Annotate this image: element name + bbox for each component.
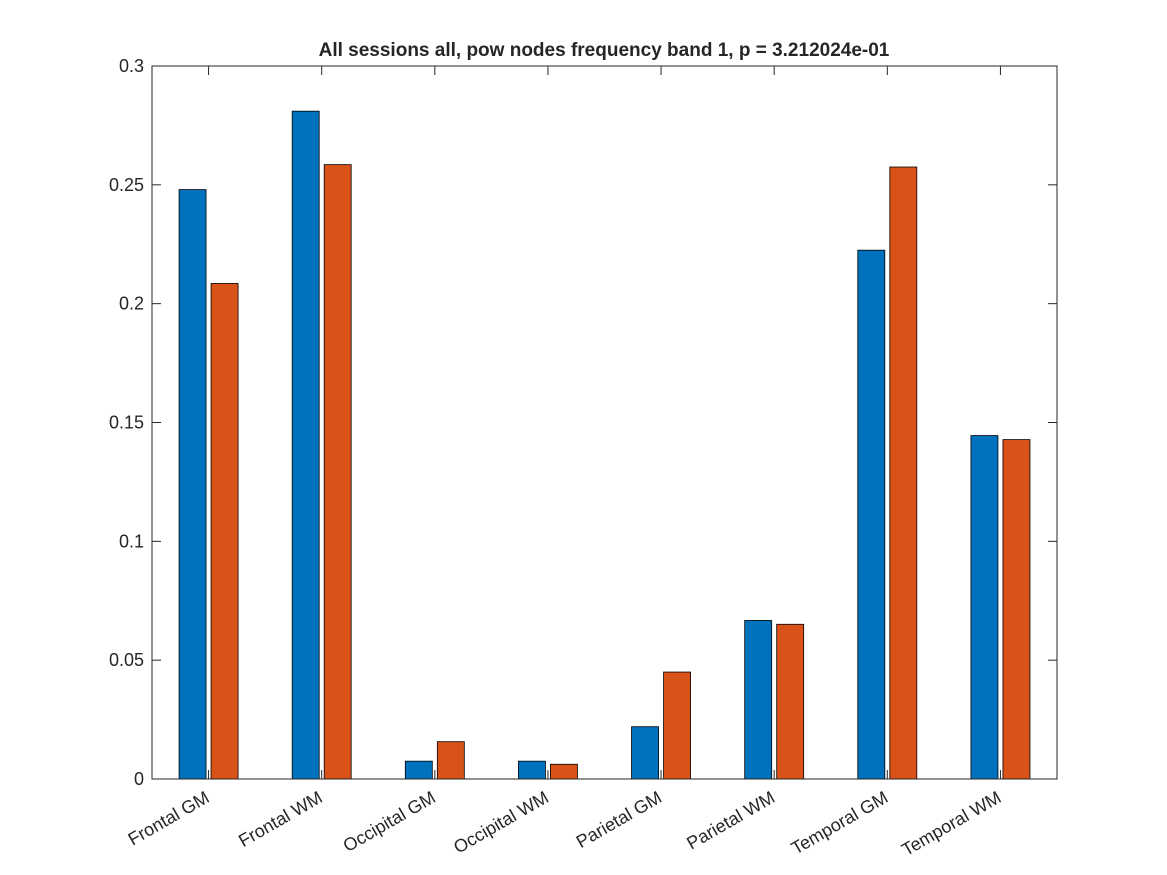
x-tick-label: Temporal WM [898,787,1004,860]
x-tick-label: Frontal GM [125,787,213,849]
bar-2-frontal-gm [210,283,239,780]
plot-frame [151,65,1058,780]
y-tick-labels: 0 0.05 0.1 0.15 0.2 0.25 0.3 [109,56,144,789]
bar-2-temporal-wm [1002,439,1031,780]
y-tick-label: 0.05 [109,650,144,670]
x-tick-label: Parietal WM [683,787,778,853]
bars-group [178,110,1031,780]
x-tick-label: Frontal WM [235,787,326,851]
y-tick-label: 0.3 [119,56,144,76]
bar-1-occipital-gm [404,760,433,780]
x-tick-labels: Frontal GM Frontal WM Occipital GM Occipita… [125,787,1005,860]
y-tick-label: 0.2 [119,294,144,314]
x-tick-label: Occipital GM [340,787,439,856]
bar-2-parietal-gm [663,671,691,780]
bar-2-occipital-gm [436,741,465,780]
bar-2-frontal-wm [323,164,352,780]
y-tick-label: 0.15 [109,413,144,433]
bar-1-frontal-gm [178,189,207,780]
x-tick-label: Parietal GM [573,787,665,852]
bar-1-frontal-wm [291,110,320,780]
y-tick-label: 0.25 [109,175,144,195]
bar-1-temporal-gm [857,249,886,780]
bar-2-parietal-wm [776,623,805,780]
y-tick-label: 0.1 [119,531,144,551]
plot-area [152,66,1057,779]
bar-1-parietal-wm [744,620,773,780]
bar-2-occipital-wm [550,763,578,780]
y-tick-label: 0 [134,769,144,789]
x-tick-label: Occipital WM [450,787,552,857]
bar-2-temporal-gm [889,166,918,780]
bar-1-temporal-wm [970,435,999,780]
x-tick-label: Temporal GM [788,787,892,858]
bar-1-occipital-wm [518,760,546,780]
bar-1-parietal-gm [631,726,659,780]
chart-title: All sessions all, pow nodes frequency ba… [319,40,890,61]
